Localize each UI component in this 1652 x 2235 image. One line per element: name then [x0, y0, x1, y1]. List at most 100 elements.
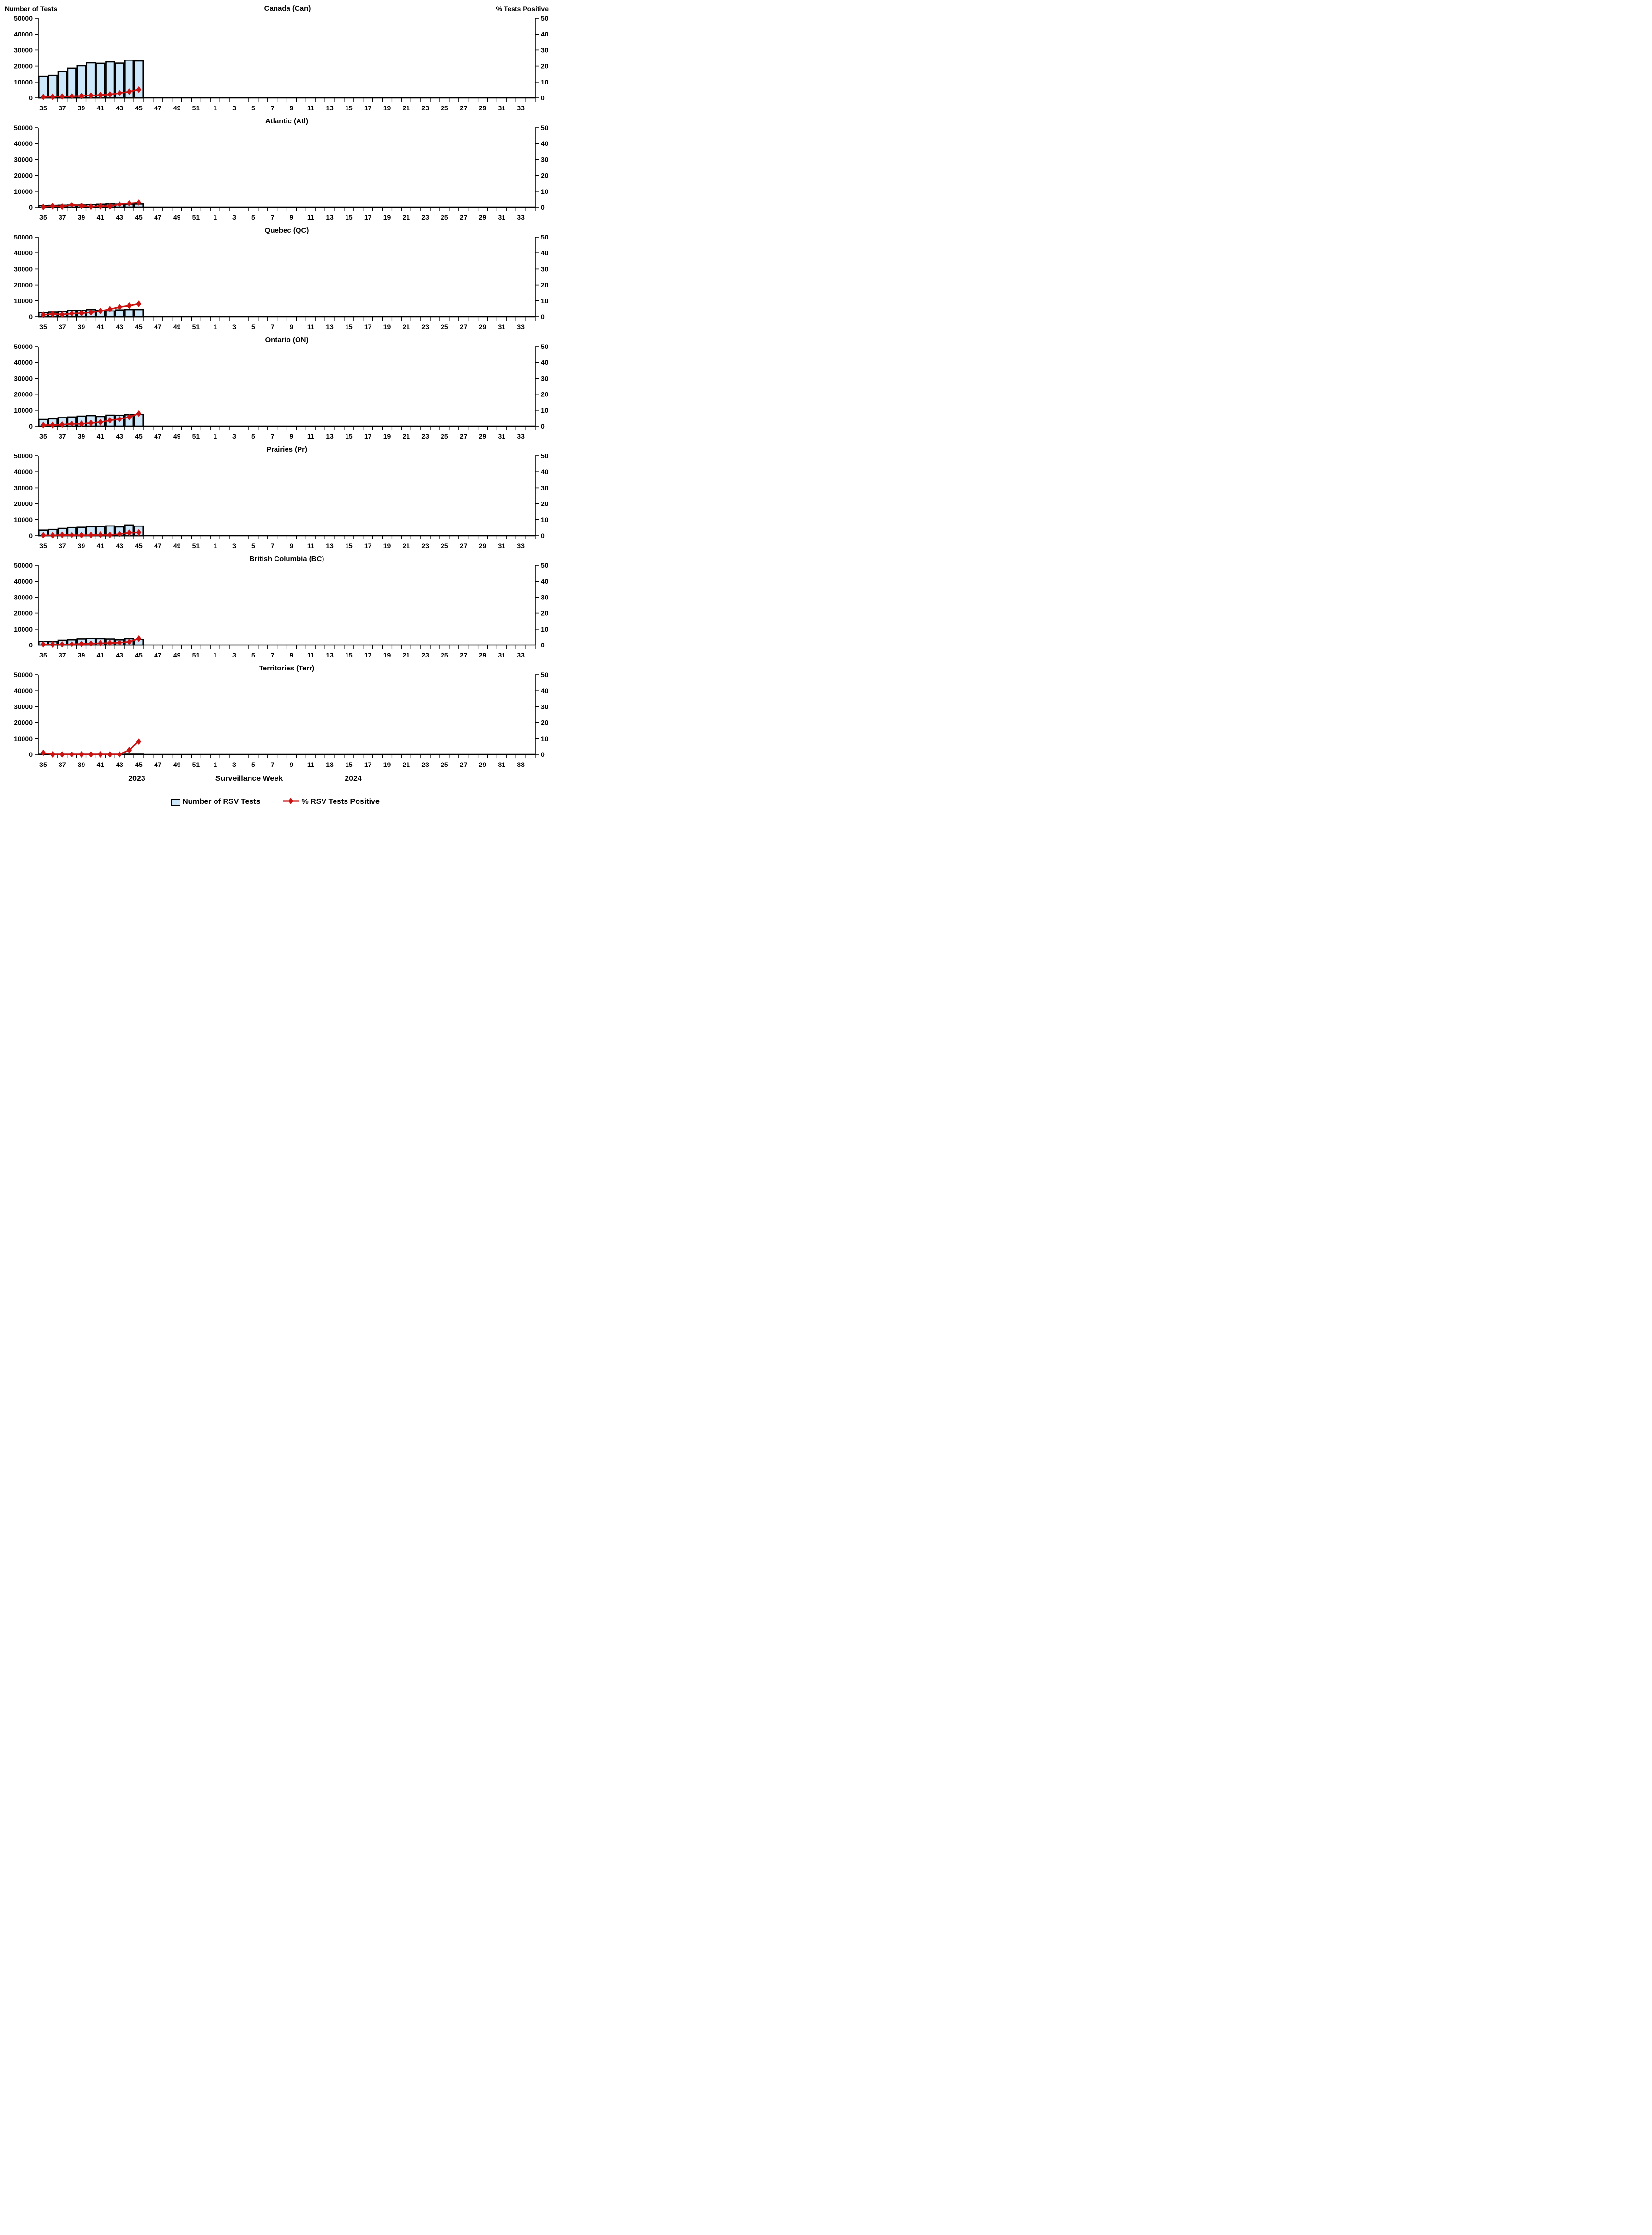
- week-label: 29: [479, 323, 487, 331]
- week-label: 27: [460, 214, 467, 221]
- pct-point-week-37: [60, 421, 65, 428]
- week-label: 7: [271, 104, 275, 112]
- week-label: 51: [192, 104, 200, 112]
- right-tick-label: 30: [541, 46, 549, 54]
- right-tick-label: 10: [541, 516, 549, 524]
- pct-point-week-35: [40, 311, 46, 319]
- pct-point-week-38: [69, 531, 74, 538]
- week-label: 21: [403, 432, 410, 440]
- week-label: 13: [326, 104, 334, 112]
- week-label: 11: [307, 651, 314, 659]
- legend-label-tests: Number of RSV Tests: [182, 798, 261, 806]
- pct-point-week-36: [50, 751, 56, 758]
- pct-point-week-41: [98, 531, 103, 538]
- week-label: 9: [290, 323, 294, 331]
- pct-point-week-45: [136, 199, 142, 206]
- right-tick-label: 30: [541, 374, 549, 382]
- week-label: 33: [517, 651, 525, 659]
- week-label: 15: [345, 651, 353, 659]
- right-tick-label: 0: [541, 422, 545, 430]
- week-label: 31: [498, 761, 506, 768]
- pct-point-week-39: [79, 310, 84, 317]
- chart-panel-territories: Territories (Terr) 0 10000 20000 30000 40000 5…: [14, 664, 549, 768]
- left-tick-label: 30000: [14, 374, 33, 382]
- week-label: 23: [421, 542, 429, 550]
- pct-point-week-36: [50, 421, 56, 429]
- pct-point-week-40: [88, 419, 94, 427]
- right-tick-label: 10: [541, 297, 549, 305]
- pct-point-week-40: [88, 92, 94, 99]
- right-tick-label: 0: [541, 94, 545, 102]
- left-tick-label: 20000: [14, 62, 33, 70]
- week-label: 13: [326, 651, 334, 659]
- right-tick-label: 40: [541, 577, 549, 585]
- week-label: 49: [173, 761, 181, 768]
- right-tick-label: 10: [541, 406, 549, 414]
- week-label: 51: [192, 651, 200, 659]
- pct-point-week-45: [136, 529, 142, 536]
- chart-panel-prairies: Prairies (Pr) 0 10000 20000 30000 40000 50000 0…: [14, 445, 549, 550]
- right-tick-label: 30: [541, 155, 549, 163]
- week-label: 9: [290, 214, 294, 221]
- panel-title-canada: Canada (Can): [264, 4, 311, 12]
- pct-point-week-43: [117, 530, 122, 538]
- week-label: 23: [421, 432, 429, 440]
- left-tick-label: 50000: [14, 671, 33, 679]
- left-tick-label: 50000: [14, 343, 33, 350]
- week-label: 31: [498, 214, 506, 221]
- week-label: 49: [173, 432, 181, 440]
- pct-point-week-45: [136, 86, 142, 93]
- week-label: 1: [213, 214, 217, 221]
- year-label-2024: 2024: [345, 775, 362, 783]
- week-label: 33: [517, 323, 525, 331]
- left-tick-label: 40000: [14, 359, 33, 366]
- pct-point-week-41: [98, 640, 103, 647]
- line-diamond-icon: [282, 797, 299, 808]
- week-label: 47: [154, 761, 162, 768]
- right-tick-label: 50: [541, 233, 549, 241]
- pct-point-week-36: [50, 532, 56, 539]
- right-tick-label: 20: [541, 500, 549, 508]
- pct-point-week-38: [69, 202, 74, 209]
- right-tick-label: 0: [541, 641, 545, 649]
- panel-title: Prairies (Pr): [266, 445, 307, 454]
- week-label: 5: [251, 542, 255, 550]
- week-label: 23: [421, 651, 429, 659]
- week-label: 19: [383, 542, 391, 550]
- week-label: 51: [192, 214, 200, 221]
- right-tick-label: 30: [541, 484, 549, 491]
- week-label: 13: [326, 542, 334, 550]
- pct-point-week-41: [98, 751, 103, 758]
- week-label: 35: [39, 323, 47, 331]
- right-tick-label: 40: [541, 140, 549, 147]
- right-tick-label: 20: [541, 172, 549, 179]
- week-label: 39: [78, 323, 85, 331]
- week-label: 17: [364, 104, 372, 112]
- week-label: 43: [116, 104, 123, 112]
- week-label: 7: [271, 651, 275, 659]
- week-label: 11: [307, 323, 314, 331]
- week-label: 31: [498, 542, 506, 550]
- legend-label-positive: % RSV Tests Positive: [301, 798, 380, 806]
- right-tick-label: 0: [541, 532, 545, 539]
- week-label: 29: [479, 542, 487, 550]
- left-tick-label: 10000: [14, 78, 33, 86]
- panel-title: Territories (Terr): [259, 664, 314, 672]
- pct-point-week-43: [117, 639, 122, 646]
- left-tick-label: 30000: [14, 703, 33, 710]
- left-tick-label: 40000: [14, 468, 33, 476]
- week-label: 39: [78, 542, 85, 550]
- week-label: 5: [251, 104, 255, 112]
- pct-point-week-38: [69, 420, 74, 428]
- week-label: 23: [421, 214, 429, 221]
- week-label: 47: [154, 214, 162, 221]
- right-tick-label: 20: [541, 719, 549, 727]
- week-label: 35: [39, 214, 47, 221]
- week-label: 11: [307, 214, 314, 221]
- pct-point-week-38: [69, 751, 74, 758]
- pct-point-week-44: [126, 638, 132, 645]
- week-label: 15: [345, 104, 353, 112]
- week-label: 25: [441, 761, 448, 768]
- chart-panel-atlantic: Atlantic (Atl) 0 10000 20000 30000 40000 50000…: [14, 117, 549, 221]
- week-label: 45: [135, 214, 143, 221]
